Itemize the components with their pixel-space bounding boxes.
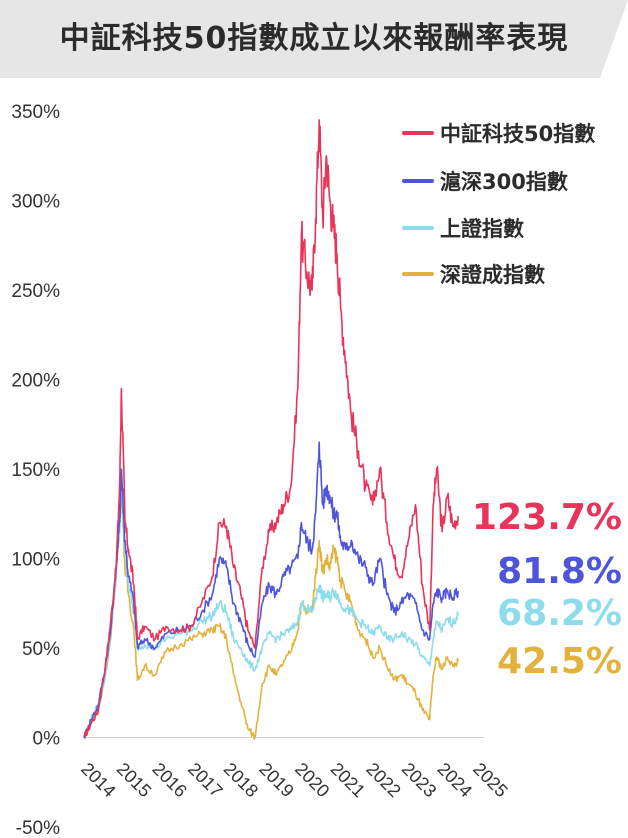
- x-tick-label: 2025: [469, 759, 511, 801]
- series-line: [83, 119, 459, 738]
- x-tick-label: 2021: [327, 759, 369, 801]
- series-line: [83, 486, 459, 740]
- x-tick-label: 2016: [148, 759, 190, 801]
- x-tick-label: 2015: [113, 759, 155, 801]
- x-tick-label: 2020: [291, 759, 333, 801]
- y-tick-label: 250%: [11, 281, 60, 302]
- end-value-label: 68.2%: [497, 593, 622, 634]
- y-tick-label: 100%: [11, 550, 60, 571]
- x-tick-label: 2017: [184, 759, 226, 801]
- end-value-label: 42.5%: [497, 641, 622, 682]
- x-tick-label: 2014: [77, 759, 119, 801]
- title-band: [0, 0, 628, 78]
- y-tick-label: -50%: [16, 818, 60, 838]
- x-tick-label: 2022: [362, 759, 404, 801]
- y-tick-label: 150%: [11, 460, 60, 481]
- x-tick-label: 2023: [398, 759, 440, 801]
- y-tick-label: 300%: [11, 192, 60, 213]
- end-value-label: 81.8%: [497, 551, 622, 592]
- y-tick-label: 350%: [11, 102, 60, 123]
- x-tick-label: 2019: [255, 759, 297, 801]
- legend-label: 深證成指數: [440, 263, 545, 287]
- legend-label: 中証科技50指數: [440, 122, 595, 146]
- x-tick-label: 2018: [220, 759, 262, 801]
- legend-label: 滬深300指數: [440, 170, 568, 194]
- series-line: [83, 441, 459, 739]
- x-tick-label: 2024: [434, 759, 476, 801]
- y-tick-label: 200%: [11, 371, 60, 392]
- legend-label: 上證指數: [440, 217, 524, 241]
- y-tick-label: 0%: [33, 729, 61, 750]
- end-value-label: 123.7%: [472, 497, 622, 538]
- chart-title: 中証科技50指數成立以來報酬率表現: [59, 21, 569, 56]
- y-tick-label: 50%: [22, 639, 60, 660]
